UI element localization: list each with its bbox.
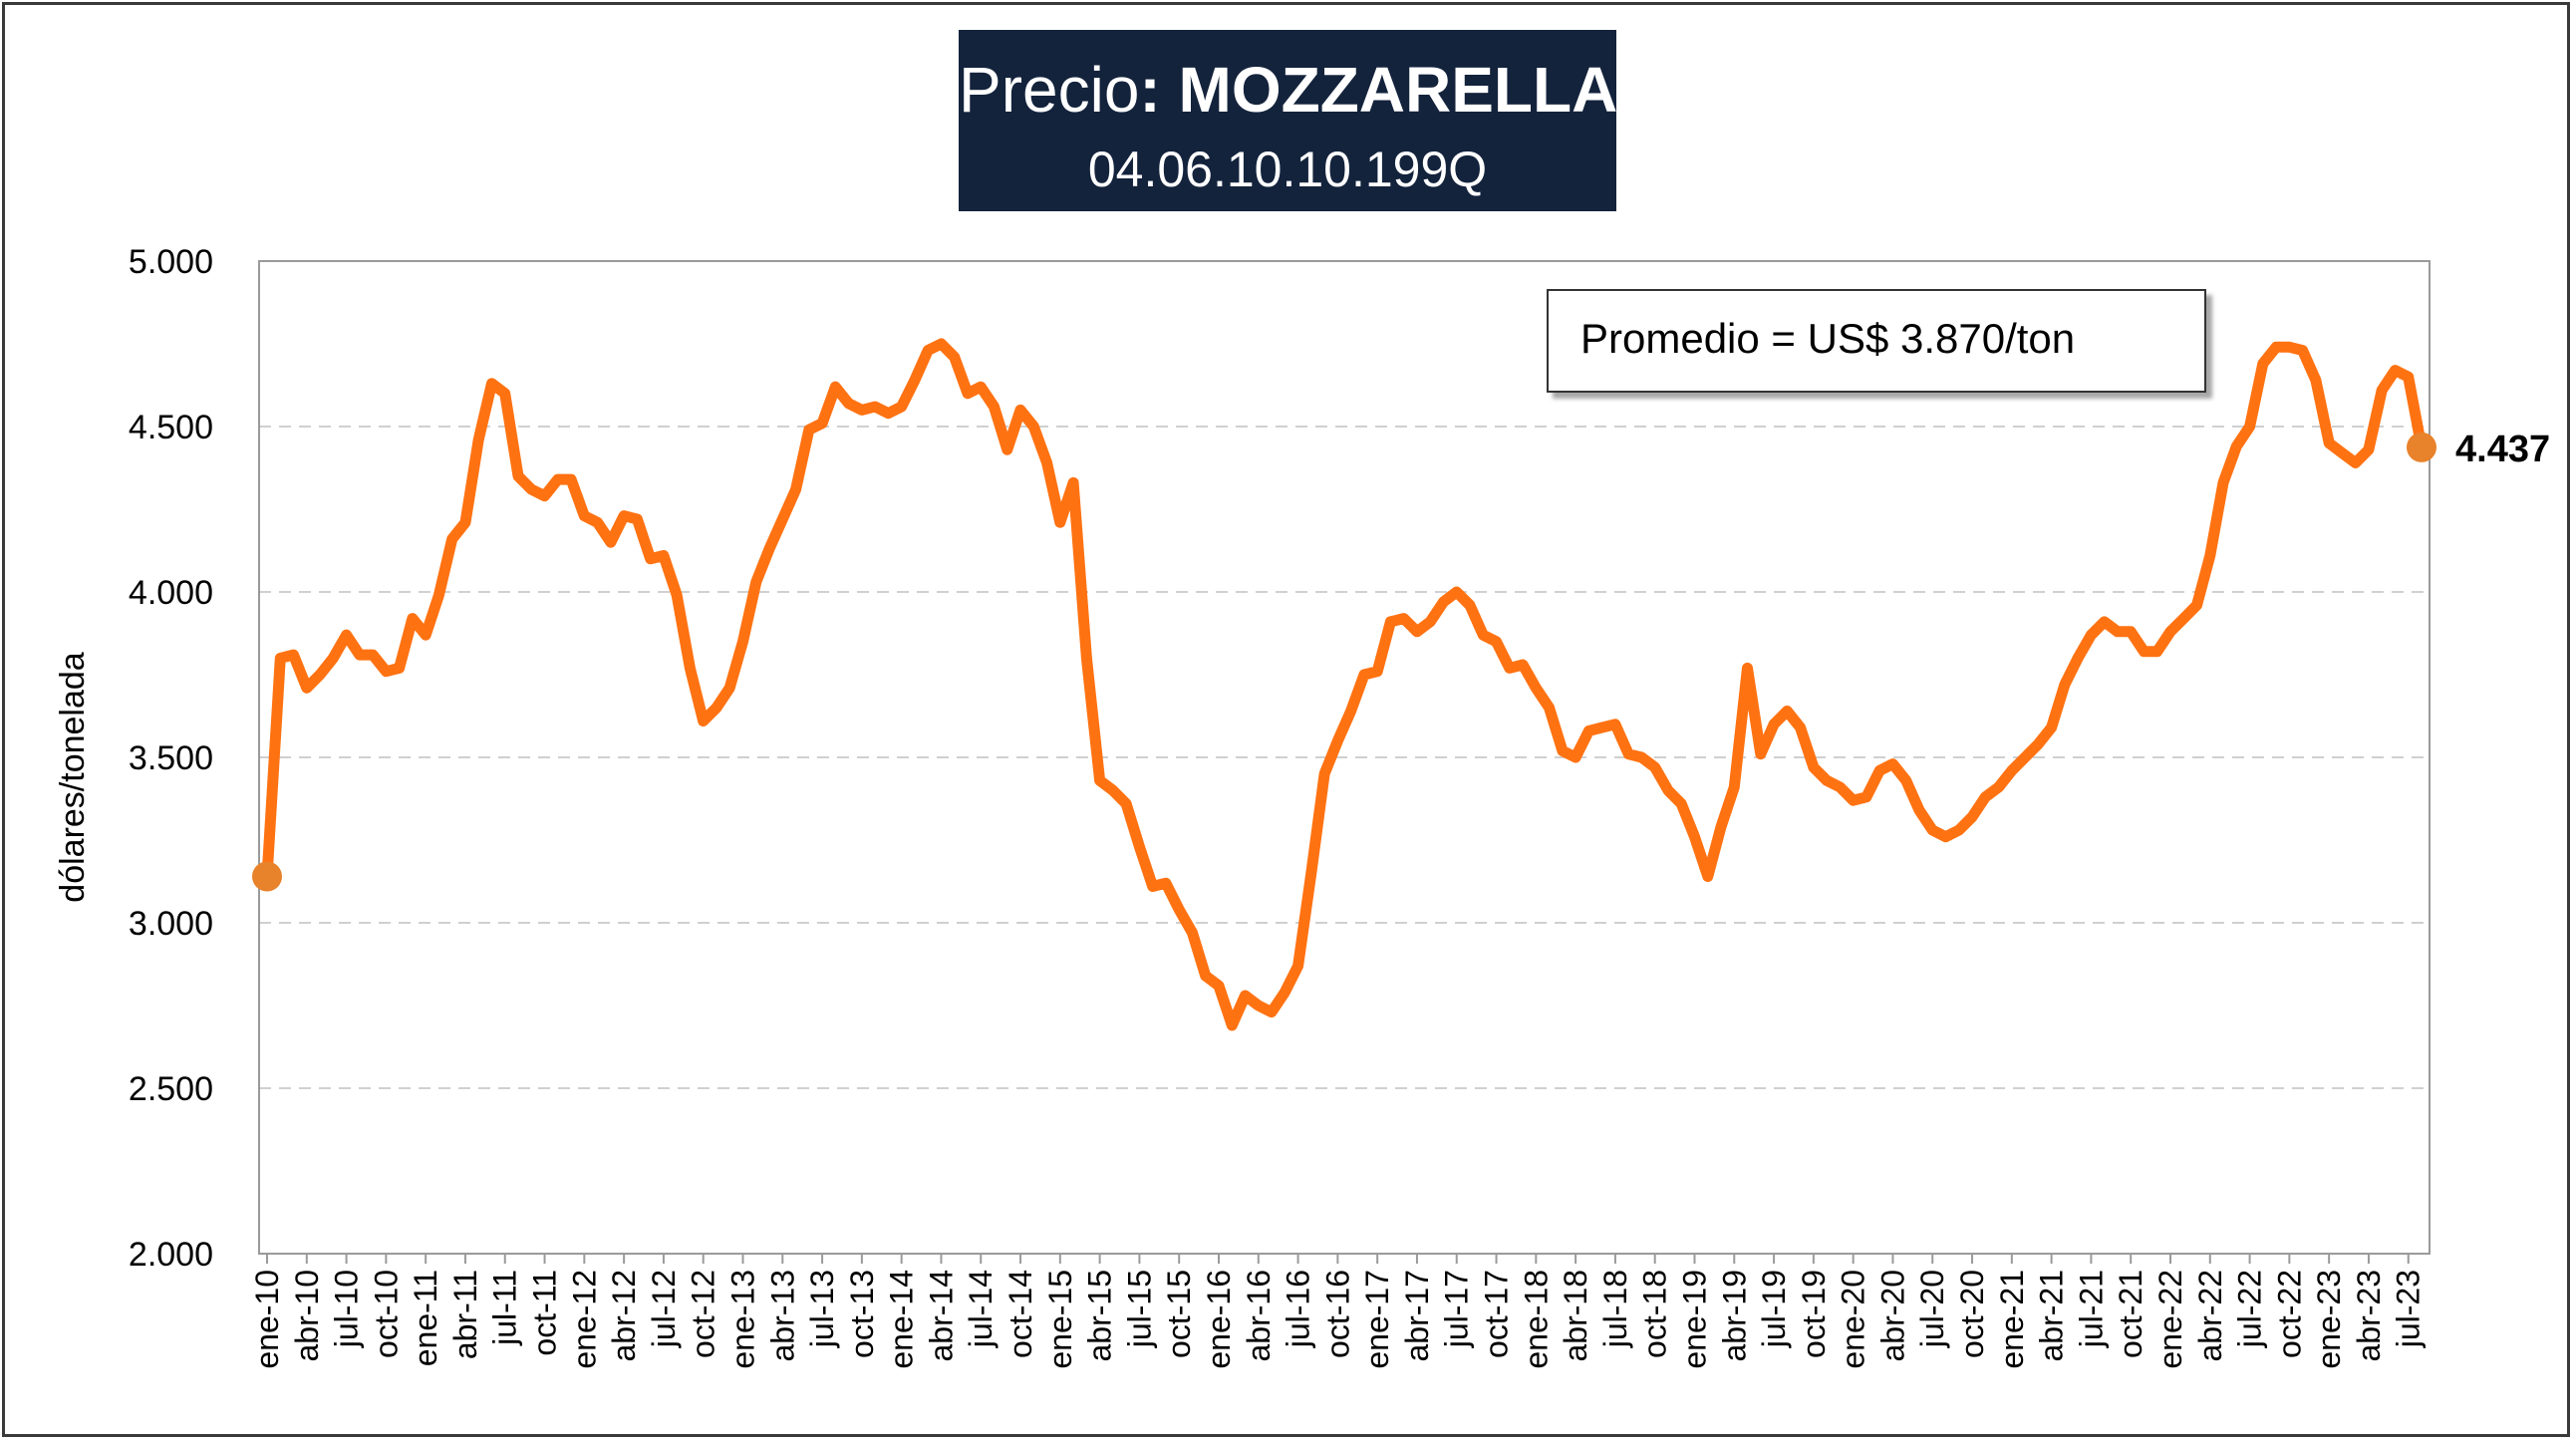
y-tick-label: 4.500 — [129, 409, 213, 446]
x-tick-label: jul-11 — [487, 1270, 523, 1346]
x-tick-label: oct-10 — [368, 1270, 404, 1358]
end-point-marker — [2407, 432, 2436, 462]
x-tick-label: jul-10 — [329, 1270, 365, 1348]
x-tick-label: ene-12 — [566, 1270, 602, 1369]
y-tick-label: 2.500 — [129, 1070, 213, 1108]
x-tick-label: jul-22 — [2232, 1270, 2268, 1348]
x-tick-label: abr-10 — [289, 1270, 325, 1362]
x-tick-label: abr-21 — [2034, 1270, 2070, 1362]
x-tick-label: jul-17 — [1439, 1270, 1475, 1348]
x-tick-label: oct-16 — [1319, 1270, 1355, 1358]
x-tick-label: ene-22 — [2152, 1270, 2188, 1369]
x-tick-label: jul-20 — [1914, 1270, 1950, 1348]
x-tick-label: jul-21 — [2073, 1270, 2109, 1348]
x-tick-label: ene-15 — [1042, 1270, 1078, 1369]
x-tick-label: abr-14 — [923, 1270, 959, 1362]
x-tick-label: abr-15 — [1082, 1270, 1118, 1362]
start-point-marker — [252, 861, 282, 892]
x-axis-ticks: ene-10 abr-10 jul-10 oct-10 ene-11 abr-11 jul-… — [249, 1254, 2427, 1369]
x-tick-label: abr-16 — [1241, 1270, 1277, 1362]
plot-area — [258, 260, 2431, 1255]
y-tick-label: 3.500 — [129, 739, 213, 777]
y-tick-label: 2.000 — [129, 1236, 213, 1274]
y-tick-label: 4.000 — [129, 574, 213, 612]
x-tick-label: ene-16 — [1201, 1270, 1237, 1369]
x-tick-label: abr-19 — [1716, 1270, 1752, 1362]
x-tick-label: oct-13 — [844, 1270, 880, 1358]
x-tick-label: ene-23 — [2311, 1270, 2347, 1369]
y-tick-label: 5.000 — [129, 243, 213, 281]
average-annotation-text: Promedio = US$ 3.870/ton — [1580, 315, 2076, 362]
y-tick-label: 3.000 — [129, 905, 213, 943]
chart-title: Precio: MOZZARELLA — [959, 52, 1618, 128]
x-tick-label: jul-15 — [1121, 1270, 1157, 1348]
x-tick-label: oct-12 — [686, 1270, 721, 1358]
x-tick-label: ene-18 — [1518, 1270, 1554, 1369]
price-series-line — [261, 338, 2428, 1031]
chart-subtitle: 04.06.10.10.199Q — [1087, 142, 1488, 197]
x-tick-label: oct-20 — [1954, 1270, 1990, 1358]
x-tick-label: jul-13 — [804, 1270, 840, 1348]
x-tick-label: ene-17 — [1359, 1270, 1395, 1369]
x-tick-label: ene-21 — [1994, 1270, 2030, 1369]
x-tick-label: oct-22 — [2271, 1270, 2307, 1358]
x-tick-label: abr-23 — [2351, 1270, 2387, 1362]
x-tick-label: ene-20 — [1836, 1270, 1871, 1369]
x-tick-label: oct-21 — [2113, 1270, 2148, 1358]
chart-title-product: : MOZZARELLA — [1139, 54, 1618, 126]
x-tick-label: ene-11 — [408, 1270, 443, 1366]
y-axis-title: dólares/tonelada — [54, 652, 92, 903]
x-tick-label: abr-22 — [2192, 1270, 2228, 1362]
x-tick-label: abr-18 — [1558, 1270, 1593, 1362]
x-tick-label: oct-15 — [1161, 1270, 1197, 1358]
x-tick-label: ene-10 — [249, 1270, 285, 1369]
x-tick-label: ene-19 — [1676, 1270, 1712, 1369]
x-tick-label: jul-12 — [646, 1270, 682, 1348]
x-tick-label: abr-11 — [447, 1270, 483, 1359]
x-tick-label: jul-14 — [963, 1270, 999, 1348]
x-tick-label: abr-12 — [606, 1270, 642, 1362]
x-tick-label: ene-14 — [884, 1270, 920, 1369]
x-tick-label: oct-18 — [1637, 1270, 1673, 1358]
x-tick-label: abr-20 — [1874, 1270, 1910, 1362]
x-tick-label: jul-18 — [1597, 1270, 1633, 1348]
average-annotation-box: Promedio = US$ 3.870/ton — [1547, 289, 2206, 393]
chart-title-box: Precio: MOZZARELLA 04.06.10.10.199Q — [959, 30, 1618, 211]
series-layer — [252, 338, 2436, 1031]
x-tick-label: jul-19 — [1756, 1270, 1792, 1348]
end-value-label: 4.437 — [2455, 429, 2550, 470]
x-tick-label: abr-13 — [764, 1270, 800, 1362]
chart-title-prefix: Precio — [959, 54, 1140, 126]
x-tick-label: oct-14 — [1002, 1270, 1038, 1358]
x-tick-label: jul-16 — [1281, 1270, 1316, 1348]
x-tick-label: jul-23 — [2391, 1270, 2427, 1348]
x-tick-label: oct-17 — [1479, 1270, 1515, 1358]
x-tick-label: oct-19 — [1796, 1270, 1832, 1358]
y-axis-ticks: 2.000 2.500 3.000 3.500 4.000 4.500 5.000 — [129, 243, 213, 1274]
x-tick-label: ene-13 — [724, 1270, 760, 1369]
x-tick-label: abr-17 — [1399, 1270, 1435, 1362]
gridlines — [259, 426, 2430, 1089]
x-tick-label: oct-11 — [527, 1270, 563, 1356]
